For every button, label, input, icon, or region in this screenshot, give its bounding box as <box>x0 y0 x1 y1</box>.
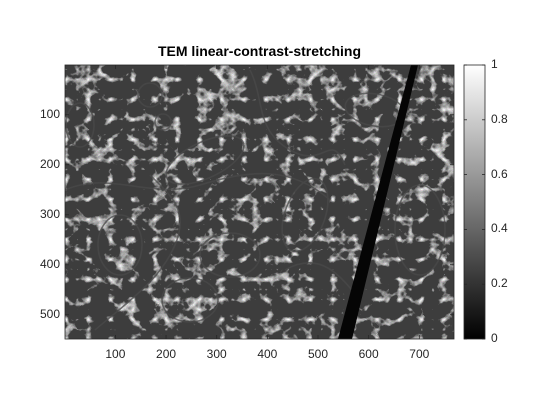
colorbar-tick-label: 1 <box>491 57 498 71</box>
tem-image <box>65 65 454 339</box>
x-tick-label: 400 <box>257 347 278 361</box>
colorbar-tick-label: 0.2 <box>491 276 508 291</box>
y-tick-label: 300 <box>39 206 60 221</box>
colorbar <box>464 65 485 339</box>
colorbar-tick-label: 0.6 <box>491 166 508 181</box>
figure-title: TEM linear-contrast-stretching <box>157 43 362 59</box>
colorbar-box <box>463 64 486 340</box>
x-tick-label: 300 <box>206 347 227 361</box>
axis-ticks <box>65 64 485 340</box>
colorbar-tick-label: 0.8 <box>491 111 508 126</box>
image-axes-box <box>64 64 455 340</box>
x-tick-label: 100 <box>105 347 126 361</box>
x-tick-label: 700 <box>409 347 430 361</box>
y-tick-label: 500 <box>39 306 60 321</box>
x-tick-label: 600 <box>358 347 379 361</box>
x-tick-label: 200 <box>156 347 177 361</box>
y-tick-label: 400 <box>39 256 60 271</box>
colorbar-tick-label: 0 <box>491 331 498 345</box>
colorbar-tick-label: 0.4 <box>491 221 508 236</box>
y-tick-label: 200 <box>39 156 60 171</box>
y-tick-label: 100 <box>39 106 60 121</box>
x-tick-label: 500 <box>307 347 329 361</box>
